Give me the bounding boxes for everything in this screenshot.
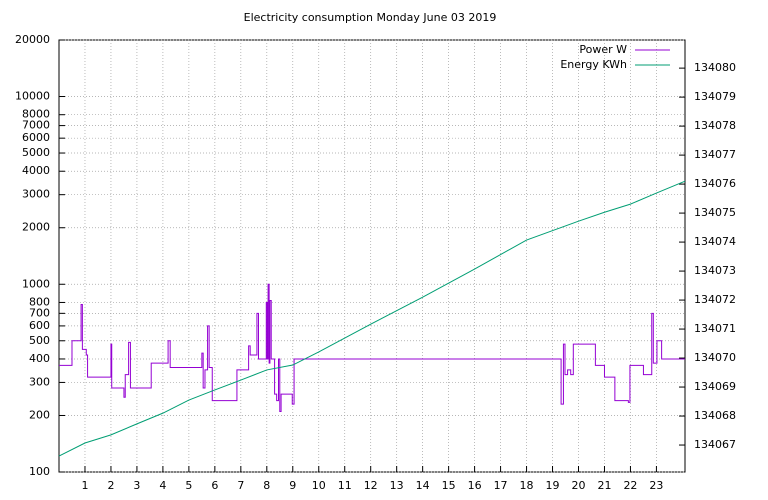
x-tick-label: 2 [107,479,114,492]
y-tick-label: 3000 [22,188,50,201]
y-tick-label: 200 [29,408,50,421]
x-tick-label: 13 [390,479,404,492]
y-tick-label: 100 [29,465,50,478]
y2-tick-label: 134067 [694,438,736,451]
x-tick-label: 21 [597,479,611,492]
series-line [59,283,685,413]
x-tick-label: 11 [338,479,352,492]
y2-tick-label: 134069 [694,380,736,393]
y2-tick-label: 134077 [694,148,736,161]
y2-tick-label: 134075 [694,206,736,219]
y2-tick-label: 134071 [694,322,736,335]
x-tick-label: 12 [364,479,378,492]
x-tick-label: 10 [312,479,326,492]
x-tick-label: 16 [468,479,482,492]
x-tick-label: 1 [81,479,88,492]
y-tick-label: 400 [29,352,50,365]
y2-tick-label: 134068 [694,409,736,422]
x-tick-label: 19 [546,479,560,492]
legend-label: Power W [579,43,627,56]
y2-tick-label: 134080 [694,61,736,74]
x-tick-label: 22 [623,479,637,492]
y-tick-label: 6000 [22,131,50,144]
plot-frame [58,39,686,473]
x-tick-label: 23 [649,479,663,492]
x-tick-label: 5 [185,479,192,492]
y2-tick-label: 134078 [694,119,736,132]
y-tick-label: 300 [29,375,50,388]
y-tick-label: 2000 [22,221,50,234]
chart-title: Electricity consumption Monday June 03 2… [244,11,497,24]
x-tick-label: 9 [289,479,296,492]
x-tick-label: 7 [237,479,244,492]
legend-label: Energy KWh [560,58,627,71]
x-tick-label: 8 [263,479,270,492]
x-tick-label: 6 [211,479,218,492]
x-tick-label: 15 [442,479,456,492]
y-tick-label: 5000 [22,146,50,159]
y-tick-label: 4000 [22,164,50,177]
y-tick-label: 8000 [22,108,50,121]
y2-tick-label: 134079 [694,90,736,103]
x-tick-label: 4 [159,479,166,492]
y-tick-label: 700 [29,306,50,319]
y-tick-label: 10000 [15,90,50,103]
y-tick-label: 20000 [15,33,50,46]
x-tick-label: 17 [494,479,508,492]
y-tick-label: 500 [29,334,50,347]
x-tick-label: 14 [416,479,430,492]
x-tick-label: 20 [572,479,586,492]
y2-tick-label: 134076 [694,177,736,190]
y2-tick-label: 134073 [694,264,736,277]
y-tick-label: 600 [29,319,50,332]
x-tick-label: 18 [520,479,534,492]
x-tick-label: 3 [133,479,140,492]
y2-tick-label: 134074 [694,235,736,248]
y2-tick-label: 134072 [694,293,736,306]
series-line [58,180,686,457]
y-tick-label: 800 [29,295,50,308]
y-tick-label: 7000 [22,119,50,132]
y2-tick-label: 134070 [694,351,736,364]
y-tick-label: 1000 [22,277,50,290]
